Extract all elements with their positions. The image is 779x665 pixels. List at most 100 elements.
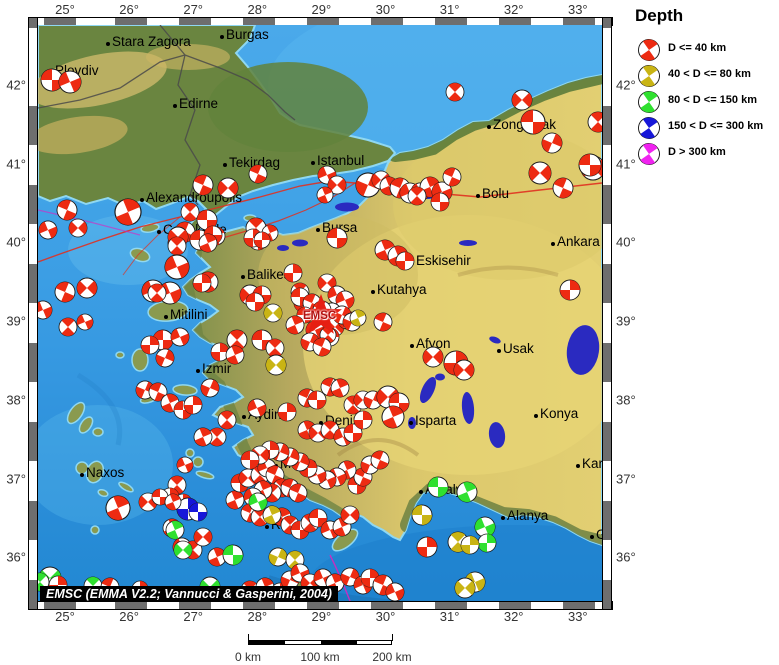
focal-mechanism — [198, 233, 218, 253]
city-label-izmir: Izmir — [202, 361, 232, 376]
focal-mechanism — [285, 315, 305, 335]
focal-mechanism — [165, 520, 185, 540]
tick-left-lat-38°: 38° — [6, 392, 26, 408]
city-dot-aydin — [242, 415, 246, 419]
focal-mechanism — [248, 164, 268, 184]
legend-item-y: 40 < D <= 80 km — [630, 62, 779, 88]
focal-mechanism — [200, 378, 220, 398]
focal-mechanism — [578, 153, 602, 177]
legend-label: D <= 40 km — [668, 42, 727, 54]
focal-mechanism — [76, 277, 98, 299]
focal-mechanism — [217, 177, 239, 199]
legend-label: 40 < D <= 80 km — [668, 68, 751, 80]
city-dot-edirne — [173, 104, 177, 108]
focal-mechanism — [453, 359, 475, 381]
tick-top-lon-30°: 30° — [375, 2, 396, 17]
city-dot-antalya — [419, 490, 423, 494]
scalebar-label-100-km: 100 km — [300, 650, 340, 664]
city-dot-g — [590, 535, 594, 539]
focal-mechanism — [308, 508, 328, 528]
focal-mechanism — [176, 456, 194, 474]
city-label-eskisehir: Eskisehir — [416, 253, 471, 268]
tick-bottom-lon-25°: 25° — [55, 609, 75, 624]
map-frame-left — [28, 17, 38, 610]
legend-label: 150 < D <= 300 km — [668, 120, 764, 132]
focal-mechanism — [349, 309, 367, 327]
focal-mechanism — [445, 82, 465, 102]
legend-item-m: D > 300 km — [630, 140, 779, 166]
focal-mechanism — [327, 175, 347, 195]
city-dot-mitilini — [164, 315, 168, 319]
focal-mechanism — [407, 186, 427, 206]
city-label-g: G — [596, 527, 602, 542]
city-dot-kutahya — [371, 290, 375, 294]
city-dot-zonguldak — [487, 125, 491, 129]
city-label-isparta: Isparta — [415, 413, 457, 428]
legend-label: 80 < D <= 150 km — [668, 94, 757, 106]
focal-mechanism — [442, 167, 462, 187]
focal-mechanism — [370, 450, 390, 470]
map-canvas: Stara Zagora Burgas Plovdiv Edirne Istanbul T… — [38, 25, 602, 601]
focal-mechanism — [240, 450, 260, 470]
tick-top-lon-31°: 31° — [439, 2, 460, 17]
focal-mechanism — [155, 348, 175, 368]
focal-mechanism — [316, 186, 334, 204]
focal-mechanism — [456, 481, 478, 503]
city-dot-naxos — [80, 473, 84, 477]
tick-top-lon-29°: 29° — [311, 2, 332, 17]
scale-bar — [248, 640, 392, 645]
focal-mechanism — [253, 231, 271, 249]
legend-beachball-icon-m — [638, 143, 660, 165]
city-dot-bolu — [476, 194, 480, 198]
city-dot-bursa — [316, 228, 320, 232]
tick-right-lat-41°: 41° — [616, 156, 636, 172]
focal-mechanism — [105, 495, 131, 521]
tick-bottom-lon-31°: 31° — [439, 609, 460, 624]
tick-top-lon-25°: 25° — [55, 2, 75, 17]
focal-mechanism — [58, 70, 82, 94]
star-shape — [300, 294, 342, 334]
focal-mechanism — [330, 378, 350, 398]
focal-mechanism — [262, 505, 282, 525]
focal-mechanism — [114, 198, 142, 226]
focal-mechanism — [587, 111, 602, 133]
focal-mechanism — [520, 109, 546, 135]
city-dot-balikesir — [241, 275, 245, 279]
focal-mechanism — [248, 492, 268, 512]
city-label-kutahya: Kutahya — [377, 282, 427, 297]
city-dot-usak — [497, 349, 501, 353]
focal-mechanism — [222, 544, 244, 566]
city-label-afyon: Afyon — [416, 336, 451, 351]
focal-mechanism — [528, 161, 552, 185]
focal-mechanism — [58, 317, 78, 337]
legend-beachball-icon-g — [638, 91, 660, 113]
focal-mechanism — [638, 39, 660, 61]
tick-left-lat-39°: 39° — [6, 313, 26, 329]
focal-mechanism — [427, 476, 449, 498]
focal-mechanism — [326, 227, 348, 249]
focal-mechanism — [460, 535, 480, 555]
tick-top-lon-32°: 32° — [503, 2, 524, 17]
legend-label: D > 300 km — [668, 146, 726, 158]
scalebar-label-0-km: 0 km — [234, 650, 262, 664]
tick-bottom-lon-29°: 29° — [311, 609, 332, 624]
focal-mechanism — [180, 202, 200, 222]
focal-mechanism — [245, 292, 265, 312]
focal-mechanism — [68, 218, 88, 238]
city-label-usak: Usak — [503, 341, 534, 356]
focal-mechanism — [288, 483, 308, 503]
city-label-mitilini: Mitilini — [170, 307, 208, 322]
city-label-bolu: Bolu — [482, 186, 510, 201]
city-label-stara-zagora: Stara Zagora — [112, 34, 191, 49]
focal-mechanism — [167, 236, 187, 256]
focal-mechanism — [416, 536, 438, 558]
attribution-bar: EMSC (EMMA V2.2; Vannucci & Gasperini, 2… — [40, 586, 338, 601]
city-dot-tekirdag — [223, 163, 227, 167]
tick-bottom-lon-32°: 32° — [503, 609, 524, 624]
focal-mechanism — [511, 89, 533, 111]
scalebar-label-200-km: 200 km — [372, 650, 412, 664]
focal-mechanism — [188, 502, 208, 522]
focal-mechanism — [225, 345, 245, 365]
tick-left-lat-41°: 41° — [6, 156, 26, 172]
focal-mechanism — [552, 177, 574, 199]
